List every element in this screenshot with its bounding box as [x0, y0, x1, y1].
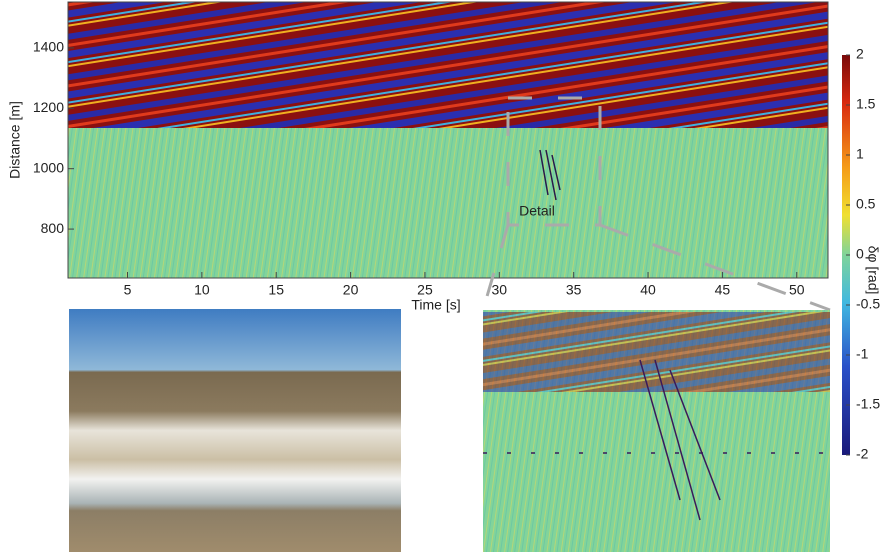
detail-inset — [483, 310, 830, 552]
colorbar-tick-label: 1.5 — [856, 96, 876, 112]
heatmap-feature — [539, 149, 561, 201]
axes-frame — [67, 1, 829, 279]
x-tick-label: 45 — [715, 282, 731, 298]
x-tick-label: 20 — [343, 282, 359, 298]
detail-connector — [481, 224, 510, 311]
x-tick-label: 30 — [492, 282, 508, 298]
colorbar-tick-label: 0 — [856, 246, 864, 262]
detail-box — [506, 96, 602, 227]
colorbar-tick-label: -0.5 — [856, 296, 880, 312]
colorbar-tick-label: 1 — [856, 146, 864, 162]
y-axis-label: Distance [m] — [7, 101, 23, 179]
colorbar-tick-label: 2 — [856, 46, 864, 62]
x-tick-label: 35 — [566, 282, 582, 298]
heatmap-bands — [68, 2, 828, 128]
y-tick-label: 1200 — [33, 99, 64, 115]
y-tick-label: 800 — [41, 220, 65, 236]
x-tick-label: 25 — [417, 282, 433, 298]
colorbar-label: δφ [rad] — [865, 246, 881, 295]
colorbar-tick-label: -1.5 — [856, 396, 880, 412]
y-tick-label: 1400 — [33, 39, 64, 55]
heatmap — [68, 2, 828, 278]
photo — [69, 309, 401, 552]
inset-bands — [483, 312, 830, 392]
x-tick-label: 50 — [789, 282, 805, 298]
colorbar-tick-label: -2 — [856, 446, 869, 462]
x-tick-label: 5 — [124, 282, 132, 298]
annotation: Detail — [519, 203, 555, 219]
y-tick-label: 1000 — [33, 159, 64, 175]
x-axis-label: Time [s] — [411, 297, 460, 313]
x-tick-label: 10 — [194, 282, 210, 298]
colorbar-tick-label: -1 — [856, 346, 869, 362]
colorbar-tick-label: 0.5 — [856, 196, 876, 212]
inset-feature — [483, 359, 830, 521]
detail-connector — [599, 223, 831, 312]
x-tick-label: 40 — [640, 282, 656, 298]
x-tick-label: 15 — [268, 282, 284, 298]
